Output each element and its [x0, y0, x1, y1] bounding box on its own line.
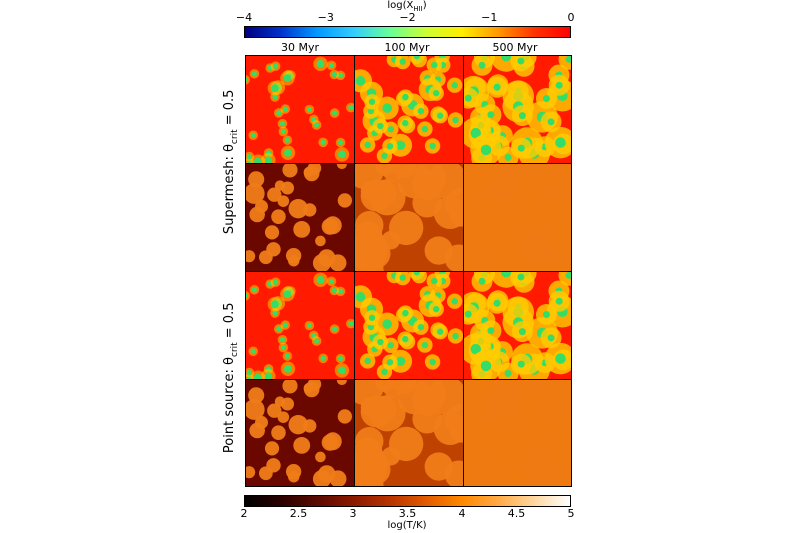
ionization-map-panel: [354, 271, 463, 379]
colorbar-tick-label: 2: [240, 507, 248, 520]
colorbar-tick-label: −1: [481, 11, 498, 24]
temperature-map-panel: [245, 163, 354, 271]
colorbar-tick-label: −4: [235, 11, 253, 24]
colorbar-tick-label: 4.5: [507, 507, 526, 520]
temperature-map-panel: [463, 163, 572, 271]
panel-divider: [245, 379, 572, 380]
panel-divider: [245, 271, 572, 272]
ionization-map-panel: [245, 271, 354, 379]
colorbar-tick-label: 2.5: [289, 507, 308, 520]
colorbar-tick-label: 3.5: [398, 507, 417, 520]
colorbar-tick-label: 3: [349, 507, 357, 520]
top-colorbar: [244, 26, 571, 38]
temperature-map-panel: [354, 163, 463, 271]
bottom-colorbar-label: log(T/K): [387, 520, 427, 531]
temperature-map-panel: [245, 379, 354, 487]
temperature-map-panel: [463, 379, 572, 487]
colorbar-tick-label: 5: [567, 507, 575, 520]
colorbar-tick-label: 4: [458, 507, 466, 520]
temperature-map-panel: [354, 379, 463, 487]
column-label-100myr: 100 Myr: [384, 41, 430, 54]
bottom-colorbar: [244, 495, 571, 507]
ionization-map-panel: [245, 55, 354, 163]
colorbar-tick-label: 0: [567, 11, 575, 24]
colorbar-tick-label: −2: [399, 11, 416, 24]
row-label-point-source: Point source: θcrit = 0.5: [222, 302, 240, 454]
ionization-map-panel: [354, 55, 463, 163]
ionization-map-panel: [463, 271, 572, 379]
top-colorbar-label: log(XHII): [387, 0, 427, 13]
column-label-500myr: 500 Myr: [492, 41, 538, 54]
colorbar-tick-label: −3: [317, 11, 334, 24]
panel-divider: [245, 163, 572, 164]
ionization-map-panel: [463, 55, 572, 163]
row-label-supermesh: Supermesh: θcrit = 0.5: [222, 89, 240, 235]
column-label-30myr: 30 Myr: [280, 41, 320, 54]
